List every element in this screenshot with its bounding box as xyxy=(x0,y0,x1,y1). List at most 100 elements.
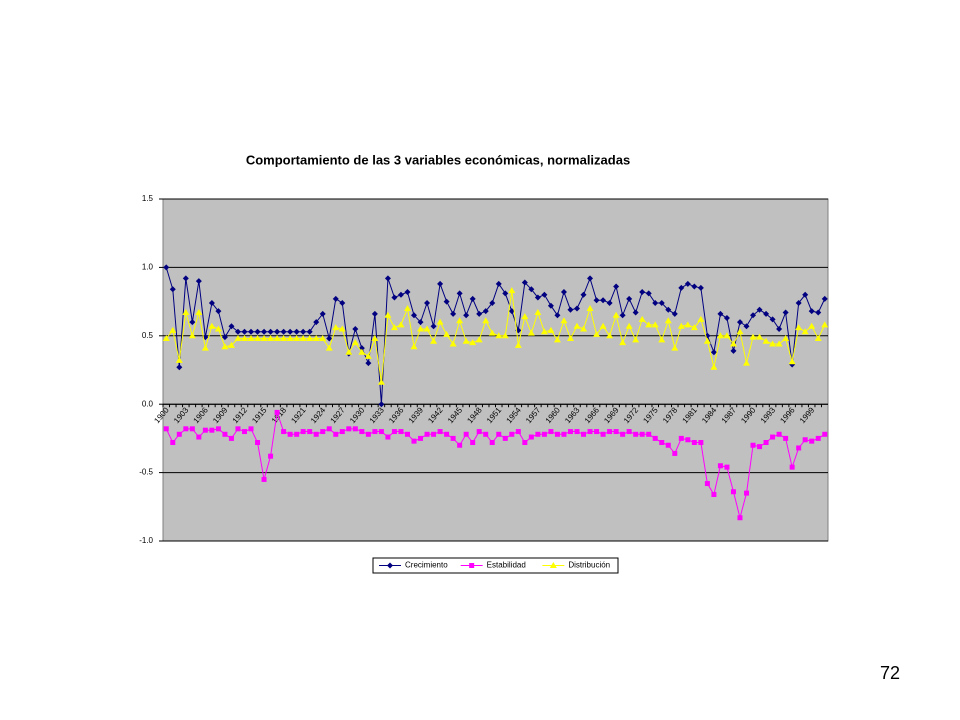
point xyxy=(613,283,620,290)
point xyxy=(638,315,646,322)
point xyxy=(788,358,796,365)
legend-label: Estabilidad xyxy=(487,561,526,570)
point xyxy=(325,344,333,351)
point xyxy=(352,325,359,332)
legend-marker xyxy=(387,562,393,569)
point xyxy=(475,336,483,343)
point xyxy=(515,429,521,435)
point xyxy=(658,299,665,306)
point xyxy=(423,325,431,332)
point xyxy=(351,339,359,346)
point xyxy=(684,280,691,287)
point xyxy=(417,319,424,326)
point xyxy=(730,489,736,495)
point xyxy=(175,356,183,363)
point xyxy=(358,348,366,355)
point xyxy=(261,328,268,335)
point xyxy=(671,344,679,351)
y-tick-label: 0.0 xyxy=(142,399,154,408)
point xyxy=(743,323,750,330)
point xyxy=(639,289,646,296)
point xyxy=(476,310,483,317)
point xyxy=(782,309,789,316)
legend-box xyxy=(372,557,619,574)
point xyxy=(600,431,606,437)
point xyxy=(639,431,645,437)
point xyxy=(281,429,287,435)
point xyxy=(521,279,528,286)
point xyxy=(371,310,378,317)
point xyxy=(527,329,535,336)
point xyxy=(463,431,469,437)
point xyxy=(482,308,489,315)
point xyxy=(723,332,731,339)
point xyxy=(508,308,515,315)
point xyxy=(822,431,828,437)
point xyxy=(769,316,776,323)
point xyxy=(750,312,757,319)
point xyxy=(573,305,580,312)
point xyxy=(234,328,241,335)
y-tick-label: -1.0 xyxy=(139,536,153,545)
point xyxy=(410,343,418,350)
point xyxy=(821,321,829,328)
point xyxy=(332,295,339,302)
point xyxy=(736,319,743,326)
point xyxy=(677,322,685,329)
point xyxy=(691,283,698,290)
point xyxy=(377,378,385,385)
point xyxy=(483,431,489,437)
point xyxy=(795,324,803,331)
point xyxy=(267,328,274,335)
point xyxy=(756,306,763,313)
point xyxy=(651,321,659,328)
point xyxy=(196,434,202,440)
legend-marker xyxy=(469,563,475,568)
point xyxy=(241,328,248,335)
point xyxy=(365,360,372,367)
point xyxy=(646,431,652,437)
point xyxy=(724,464,730,470)
legend-marker xyxy=(549,562,557,568)
point xyxy=(698,440,704,446)
point xyxy=(371,335,379,342)
point xyxy=(502,290,509,297)
point xyxy=(248,328,255,335)
point xyxy=(703,337,711,344)
page-number: 72 xyxy=(880,663,900,683)
point xyxy=(560,289,567,296)
point xyxy=(802,291,809,298)
point xyxy=(470,440,476,446)
point xyxy=(665,442,671,448)
point xyxy=(195,278,202,285)
point xyxy=(326,335,333,342)
point xyxy=(664,317,672,324)
point xyxy=(286,335,294,342)
point xyxy=(221,334,228,341)
point xyxy=(814,335,822,342)
point xyxy=(482,317,490,324)
point xyxy=(730,347,737,354)
point xyxy=(534,309,542,316)
point xyxy=(587,429,593,435)
point xyxy=(267,335,275,342)
point xyxy=(809,438,815,444)
point xyxy=(599,322,607,329)
point xyxy=(365,431,371,437)
point xyxy=(685,437,691,443)
point xyxy=(208,299,215,306)
point xyxy=(299,335,307,342)
point xyxy=(469,295,476,302)
point xyxy=(560,317,568,324)
point xyxy=(489,440,495,446)
point xyxy=(495,280,502,287)
point xyxy=(548,429,554,435)
point xyxy=(170,440,176,446)
point xyxy=(711,491,717,497)
point xyxy=(189,426,195,432)
point xyxy=(710,363,718,370)
point xyxy=(163,426,169,432)
point xyxy=(169,326,177,333)
point xyxy=(567,306,574,313)
point xyxy=(757,444,763,450)
